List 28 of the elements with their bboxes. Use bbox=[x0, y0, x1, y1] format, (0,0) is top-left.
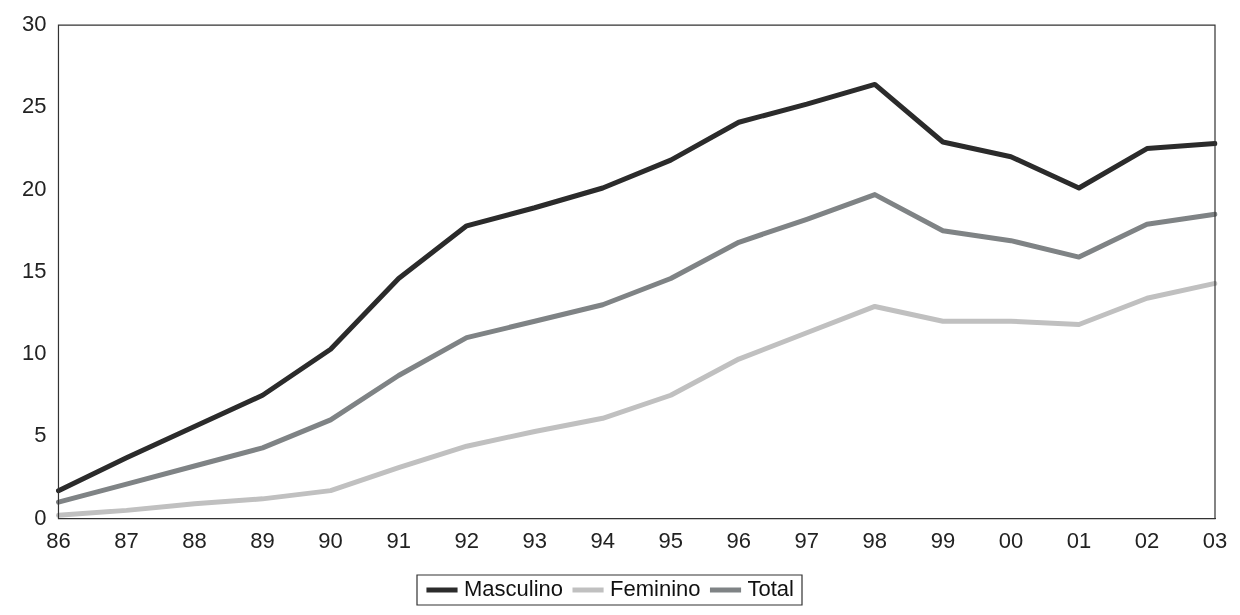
y-tick-label: 15 bbox=[21, 257, 47, 283]
legend-label: Masculino bbox=[464, 576, 564, 602]
x-tick-label: 89 bbox=[250, 527, 275, 553]
x-tick-label: 96 bbox=[726, 527, 752, 553]
x-tick-label: 01 bbox=[1066, 527, 1092, 553]
y-tick-label: 25 bbox=[21, 93, 47, 119]
y-tick-label: 30 bbox=[21, 11, 47, 37]
x-tick-label: 93 bbox=[522, 527, 547, 553]
x-tick-label: 97 bbox=[794, 527, 820, 553]
x-tick-label: 92 bbox=[454, 527, 479, 553]
y-tick-label: 0 bbox=[34, 504, 47, 530]
x-tick-label: 99 bbox=[930, 527, 956, 553]
legend-label: Feminino bbox=[610, 576, 701, 602]
x-tick-label: 90 bbox=[318, 527, 343, 553]
x-tick-label: 88 bbox=[182, 527, 207, 553]
x-tick-label: 02 bbox=[1134, 527, 1160, 553]
x-tick-label: 00 bbox=[998, 527, 1024, 553]
x-tick-label: 87 bbox=[114, 527, 139, 553]
x-tick-label: 91 bbox=[386, 527, 411, 553]
legend-label: Total bbox=[747, 576, 795, 602]
y-tick-label: 20 bbox=[21, 175, 47, 201]
x-tick-label: 03 bbox=[1202, 527, 1228, 553]
x-tick-label: 95 bbox=[658, 527, 683, 553]
x-tick-label: 86 bbox=[46, 527, 71, 553]
y-tick-label: 5 bbox=[34, 422, 47, 448]
x-tick-label: 98 bbox=[862, 527, 888, 553]
x-tick-label: 94 bbox=[590, 527, 615, 553]
y-tick-label: 10 bbox=[21, 340, 47, 366]
